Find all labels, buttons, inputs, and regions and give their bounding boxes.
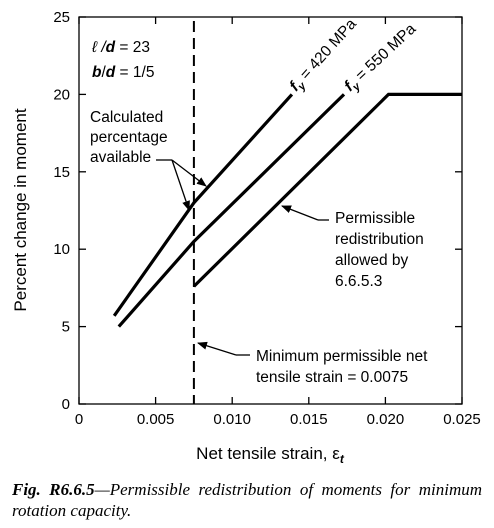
caption-label: Fig. R6.6.5 [12, 480, 95, 499]
annotation-min-strain: Minimum permissible net tensile strain =… [197, 341, 457, 389]
x-tick-label: 0.010 [213, 411, 251, 428]
svg-text:6.6.5.3: 6.6.5.3 [335, 273, 382, 290]
x-tick-label: 0 [75, 411, 83, 428]
x-axis-title: Net tensile strain, εt [196, 444, 345, 466]
svg-text:tensile strain = 0.0075: tensile strain = 0.0075 [256, 369, 408, 386]
series-lines [112, 92, 462, 328]
x-tick-label: 0.020 [367, 411, 405, 428]
y-tick-label: 25 [53, 9, 70, 26]
y-tick-label: 10 [53, 241, 70, 258]
x-tick-labels: 0 0.005 0.010 0.015 0.020 0.025 [75, 411, 481, 428]
y-tick-label: 15 [53, 164, 70, 181]
svg-text:allowed by: allowed by [335, 252, 408, 269]
svg-text:Calculated: Calculated [90, 109, 163, 126]
y-tick-label: 0 [62, 396, 70, 413]
annotation-permissible: Permissible redistribution allowed by 6.… [281, 204, 447, 294]
series-line-0 [112, 93, 294, 317]
y-axis-title: Percent change in moment [11, 108, 30, 311]
svg-text:Permissible: Permissible [335, 210, 415, 227]
param-l-over-d: ℓ /d = 23 [91, 39, 150, 56]
svg-text:redistribution: redistribution [335, 231, 424, 248]
y-tick-label: 20 [53, 86, 70, 103]
y-tick-label: 5 [62, 319, 70, 336]
svg-text:percentage: percentage [90, 129, 168, 146]
y-tick-labels: 0 5 10 15 20 25 [53, 9, 70, 413]
x-tick-label: 0.015 [290, 411, 328, 428]
caption-text: —Permissible redistribution of moments f… [12, 480, 482, 520]
svg-text:available: available [90, 149, 151, 166]
param-b-over-d: b/d = 1/5 [92, 64, 154, 81]
svg-text:Minimum permissible net: Minimum permissible net [256, 348, 428, 365]
annotation-calculated: Calculated percentage available [86, 107, 207, 211]
series-line-1 [117, 93, 346, 328]
figure-caption: Fig. R6.6.5—Permissible redistribution o… [12, 479, 482, 521]
series-line-2 [192, 92, 462, 288]
x-tick-label: 0.025 [443, 411, 481, 428]
x-tick-label: 0.005 [137, 411, 175, 428]
plot-frame [78, 16, 463, 405]
